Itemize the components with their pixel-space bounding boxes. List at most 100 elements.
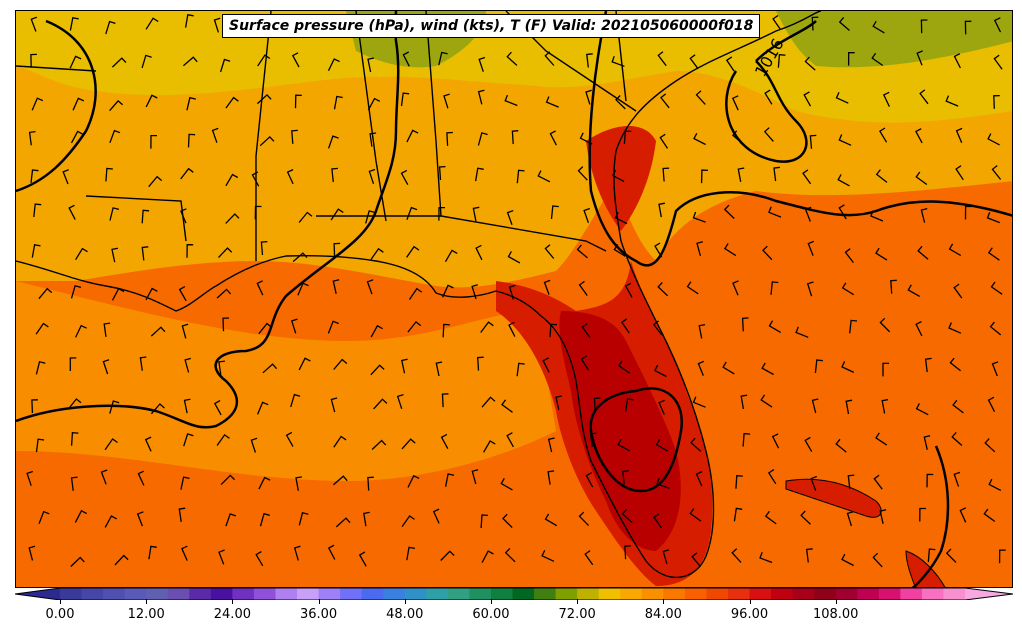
wind-barb: [691, 552, 702, 568]
wind-barb: [30, 169, 39, 183]
wind-barb: [213, 400, 222, 416]
colorbar-swatch: [426, 588, 449, 600]
coastal-warm-strip: [586, 126, 656, 231]
wind-barb: [964, 20, 972, 35]
wind-barb: [656, 477, 670, 489]
wind-barb: [804, 56, 816, 71]
wind-barb: [593, 397, 601, 412]
colorbar-swatch: [857, 588, 880, 600]
wind-barb: [732, 280, 739, 296]
wind-barb: [442, 284, 454, 298]
wind-barb: [33, 203, 42, 218]
wind-barb: [875, 247, 888, 261]
wind-barb: [614, 212, 628, 225]
colorbar-swatch: [555, 588, 578, 600]
colorbar-swatch: [253, 588, 277, 600]
wind-barb: [220, 474, 236, 486]
wind-barb: [695, 90, 706, 105]
wind-barb: [772, 14, 782, 30]
wind-barb: [109, 99, 124, 112]
wind-barb: [401, 515, 415, 527]
colorbar-tickmark: [60, 599, 61, 604]
wind-barb: [144, 436, 152, 452]
colorbar-tick-label: 0.00: [45, 607, 75, 622]
wind-barb: [444, 249, 458, 263]
wind-barb: [506, 51, 518, 66]
wind-barb: [767, 469, 777, 485]
wind-barb: [219, 58, 231, 73]
wind-barb: [251, 171, 260, 187]
wind-barb: [213, 17, 221, 33]
wind-barb: [847, 51, 855, 66]
wind-barb: [984, 438, 996, 453]
wind-barb: [945, 548, 957, 563]
wind-barb: [181, 323, 189, 339]
wind-barb: [948, 322, 962, 334]
colorbar-swatch: [835, 588, 858, 600]
colorbar-swatch: [792, 588, 815, 600]
wind-barb: [879, 127, 888, 143]
wind-barb: [186, 244, 194, 258]
wind-barb: [585, 89, 592, 105]
wind-barbs: [26, 14, 1006, 568]
wind-barb: [955, 127, 963, 143]
wind-barb: [993, 17, 1002, 33]
wind-barb: [500, 477, 513, 491]
wind-barb: [367, 476, 374, 491]
wind-barb: [290, 393, 301, 408]
wind-barb: [148, 175, 163, 188]
wind-barb: [613, 244, 626, 257]
wind-barb: [953, 53, 961, 69]
wind-barb: [809, 134, 817, 149]
wind-barb: [102, 359, 110, 375]
wind-barb: [150, 403, 165, 415]
wind-barb: [686, 281, 699, 295]
wind-barb: [692, 396, 706, 408]
wind-barb: [406, 206, 418, 221]
wind-barb: [777, 53, 786, 68]
wind-barb: [148, 545, 157, 560]
wind-barb: [103, 322, 111, 337]
wind-barb: [657, 282, 669, 297]
wind-barb: [216, 433, 230, 446]
wind-barb: [401, 358, 408, 374]
wind-barb: [150, 326, 166, 337]
colorbar-tickmark: [749, 599, 751, 604]
colorbar-swatch: [814, 588, 837, 600]
wind-barb: [293, 545, 301, 561]
wind-barb: [333, 475, 348, 486]
wind-barb: [367, 57, 375, 73]
wind-barb: [440, 550, 455, 561]
wind-barb: [262, 363, 278, 374]
wind-barb: [441, 393, 449, 408]
wind-barb: [440, 433, 449, 450]
wind-barb: [178, 507, 186, 522]
wind-barb: [285, 431, 294, 447]
wind-barb: [804, 436, 813, 452]
wind-barb: [838, 134, 852, 146]
wind-barb: [257, 54, 271, 67]
colorbar-swatch: [727, 588, 751, 600]
wind-barb: [369, 132, 377, 147]
wind-barb: [764, 89, 773, 105]
wind-barb: [697, 360, 705, 376]
wind-barb: [807, 240, 815, 256]
colorbar-swatch: [749, 588, 772, 600]
wind-barb: [657, 51, 667, 67]
wind-barb: [100, 469, 108, 485]
wind-barb: [104, 438, 118, 451]
wind-barb: [658, 399, 665, 415]
wind-barb: [111, 57, 127, 68]
colorbar-swatch: [297, 588, 320, 600]
wind-barb: [358, 551, 367, 567]
wind-barb: [811, 16, 819, 31]
wind-barb: [581, 323, 591, 338]
wind-barb: [916, 50, 923, 66]
wind-barb: [580, 355, 590, 371]
wind-barb: [333, 95, 343, 110]
wind-barb: [291, 129, 298, 144]
colorbar-swatch: [684, 588, 708, 600]
wind-barb: [250, 437, 258, 453]
wind-barb: [111, 247, 119, 263]
wind-barb: [882, 91, 890, 107]
